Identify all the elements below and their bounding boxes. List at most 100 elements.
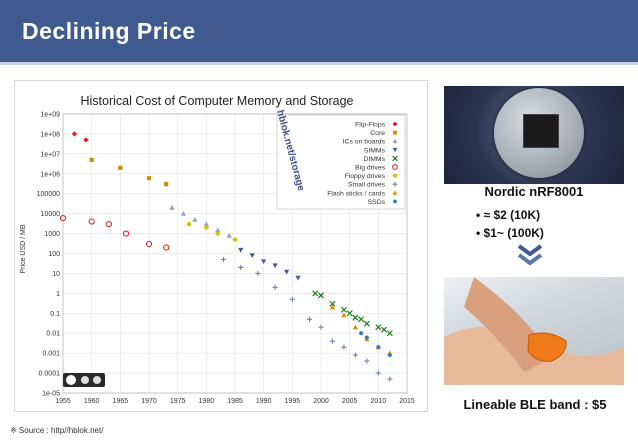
data-point	[59, 214, 67, 222]
band-caption: Lineable BLE band : $5	[463, 397, 607, 412]
series-small-drives	[220, 256, 393, 382]
x-tick-label: 1985	[227, 398, 243, 405]
legend-marker	[393, 199, 397, 204]
data-point	[83, 137, 89, 143]
x-tick-label: 2010	[371, 398, 387, 405]
data-point	[352, 314, 359, 321]
series-ssds	[359, 331, 392, 358]
data-point	[71, 131, 78, 137]
legend-label: Flip-Flops	[355, 122, 385, 129]
series-core	[89, 157, 169, 187]
data-point	[88, 218, 95, 225]
data-point	[375, 370, 381, 376]
slide-title: Declining Price	[22, 18, 196, 44]
data-point	[215, 227, 221, 233]
legend-marker	[392, 181, 398, 187]
data-point	[364, 358, 370, 364]
data-point	[329, 304, 336, 310]
legend-label: Floppy drives	[345, 173, 386, 180]
data-point	[317, 292, 325, 299]
data-point	[226, 232, 232, 238]
data-point	[192, 217, 198, 222]
y-tick-label: 100	[48, 251, 60, 258]
x-tick-label: 1975	[170, 398, 186, 405]
slide-header	[0, 0, 638, 62]
y-tick-label: 0.1	[50, 311, 60, 318]
legend-box	[276, 114, 406, 210]
legend-marker	[392, 138, 398, 144]
license-badge	[63, 373, 105, 387]
chart-marks	[59, 131, 393, 382]
legend-label: DIMMs	[363, 156, 385, 163]
data-point	[186, 221, 192, 227]
data-point	[255, 270, 261, 277]
data-point	[122, 230, 130, 237]
y-tick-label: 10	[52, 271, 60, 278]
series-floppy-drives	[186, 221, 238, 243]
data-point	[295, 275, 301, 281]
data-point	[89, 157, 94, 162]
chart-ticks: 1955 1960 1965 1970 1975 1980 1985 1990 1995 2000…	[37, 112, 415, 406]
legend-label: Big drives	[355, 165, 385, 172]
data-point	[261, 259, 267, 265]
y-tick-label: 1e+06	[40, 171, 60, 178]
data-point	[387, 376, 393, 382]
chip-price-list: • ≈ $2 (10K) • $1~ (100K)	[476, 206, 544, 242]
series-dimms	[312, 290, 393, 337]
legend-label: SIMMs	[364, 147, 386, 154]
data-point	[220, 256, 227, 263]
legend-label: SSDs	[368, 199, 386, 206]
data-point	[249, 253, 255, 259]
data-point	[359, 331, 364, 336]
data-point	[387, 352, 392, 358]
y-tick-label: 0.001	[42, 351, 60, 358]
y-tick-label: 1	[56, 291, 60, 298]
series-ics-on-boards	[169, 205, 232, 238]
data-point	[232, 236, 238, 243]
data-point	[341, 344, 347, 350]
chip-price-10k: • ≈ $2 (10K)	[476, 208, 541, 222]
data-point	[341, 312, 347, 318]
x-tick-label: 1960	[84, 398, 100, 405]
legend-marker	[393, 130, 397, 135]
chart-y-axis-label: Price USD / MB	[20, 224, 27, 273]
legend-marker	[392, 190, 398, 195]
chip-price-100k: • $1~ (100K)	[476, 226, 544, 240]
data-point	[312, 290, 319, 297]
legend-marker	[392, 164, 398, 170]
y-tick-label: 1e+09	[40, 112, 60, 119]
legend-marker	[392, 155, 398, 162]
data-point	[376, 345, 381, 350]
x-tick-label: 1970	[141, 398, 157, 405]
data-point	[318, 324, 324, 330]
header-divider	[0, 62, 638, 65]
chip-name: Nordic nRF8001	[484, 184, 584, 199]
chart-svg: Historical Cost of Computer Memory and S…	[20, 94, 415, 406]
x-tick-label: 2005	[342, 398, 358, 405]
y-tick-label: 1000	[44, 231, 60, 238]
data-point	[284, 269, 290, 275]
x-tick-label: 2000	[313, 398, 329, 405]
y-tick-label: 1e+07	[40, 151, 60, 158]
data-point	[164, 182, 169, 187]
data-point	[238, 264, 244, 271]
data-point	[163, 244, 170, 251]
band-photo	[444, 277, 624, 385]
data-point	[364, 335, 369, 340]
data-point	[145, 240, 153, 248]
data-point	[289, 296, 295, 302]
x-tick-label: 1980	[199, 398, 215, 405]
data-point	[203, 221, 209, 227]
data-point	[272, 263, 278, 269]
x-tick-label: 1955	[55, 398, 71, 405]
data-point	[329, 338, 336, 344]
chip-image	[523, 114, 559, 148]
data-point	[375, 324, 382, 331]
data-point	[346, 310, 353, 317]
data-point	[381, 326, 388, 333]
x-tick-label: 1995	[285, 398, 301, 405]
legend-label: Core	[370, 130, 385, 137]
series-big-drives	[59, 214, 170, 251]
data-point	[203, 224, 209, 231]
legend-label: Small drives	[348, 182, 386, 189]
